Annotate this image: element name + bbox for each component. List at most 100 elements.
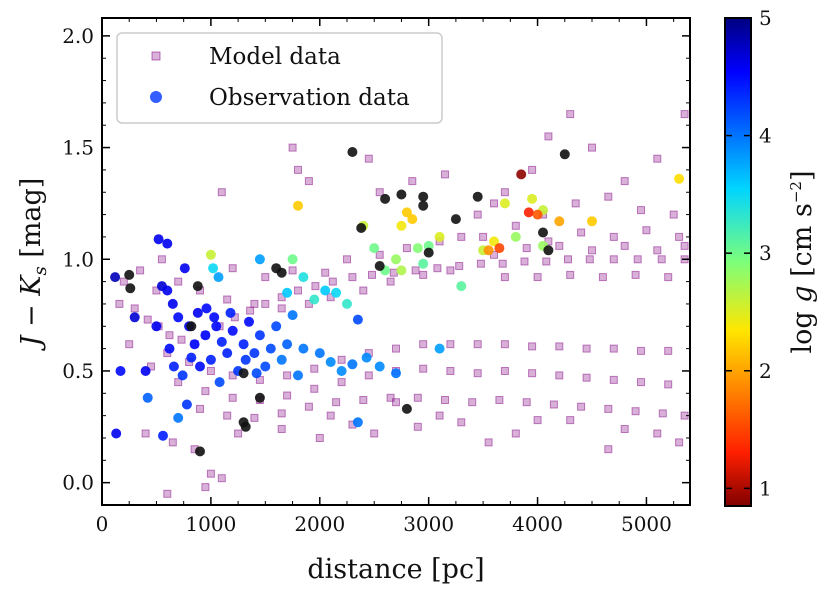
model-point <box>141 429 150 438</box>
observation-point <box>238 339 249 350</box>
model-point <box>620 425 629 433</box>
model-point <box>658 409 667 418</box>
model-point <box>473 369 482 378</box>
model-point <box>201 483 210 492</box>
x-tick-label: 5000 <box>621 512 672 536</box>
observation-point <box>240 354 251 365</box>
model-point <box>441 170 449 179</box>
model-point <box>446 367 455 375</box>
model-point <box>664 380 673 389</box>
model-point <box>174 378 183 387</box>
observation-point <box>260 361 271 372</box>
model-point <box>433 264 442 273</box>
observation-point <box>282 287 293 298</box>
model-point <box>419 270 428 279</box>
model-point <box>490 199 498 208</box>
observation-point-no-logg <box>543 245 554 256</box>
model-point <box>364 154 373 163</box>
observation-point <box>213 272 224 283</box>
model-point <box>163 489 172 498</box>
observation-point-no-logg <box>559 149 570 160</box>
model-point <box>468 398 477 407</box>
observation-point <box>111 428 122 439</box>
observation-point <box>142 392 153 403</box>
observation-point <box>396 265 407 276</box>
model-point <box>321 268 330 277</box>
model-point <box>283 371 292 380</box>
model-point <box>441 396 449 404</box>
model-point <box>582 344 591 353</box>
observation-point <box>276 354 287 365</box>
model-point <box>544 132 553 141</box>
observation-point <box>434 343 445 354</box>
observation-point <box>361 352 372 363</box>
model-point <box>217 188 226 197</box>
model-point <box>566 270 575 279</box>
observation-point <box>331 287 342 298</box>
observation-point <box>456 281 467 292</box>
observation-point <box>209 312 220 323</box>
model-point <box>261 273 270 282</box>
observation-point <box>369 243 380 254</box>
observation-point <box>115 366 126 376</box>
model-point <box>261 299 270 308</box>
model-point <box>223 411 232 420</box>
model-point <box>680 241 689 250</box>
model-point <box>533 416 542 425</box>
model-point <box>609 344 618 353</box>
model-point <box>130 304 139 313</box>
colorbar-title-var: g <box>787 285 818 302</box>
observation-point-no-logg <box>374 261 385 271</box>
observation-point-no-logg <box>356 223 367 233</box>
model-point <box>206 469 215 478</box>
model-point <box>633 255 642 264</box>
model-point <box>168 438 177 447</box>
observation-point <box>347 359 358 370</box>
model-point <box>653 246 662 255</box>
model-point <box>311 282 320 291</box>
observation-point <box>162 285 173 296</box>
colorbar-title-close: ] <box>787 170 818 181</box>
observation-point <box>265 343 276 354</box>
model-point <box>664 273 673 282</box>
model-point <box>564 255 572 264</box>
observation-point <box>325 357 336 367</box>
model-point <box>484 438 493 447</box>
observation-point <box>167 298 178 309</box>
model-point <box>348 273 357 282</box>
observation-point <box>140 366 151 376</box>
model-point <box>542 257 551 266</box>
observation-point <box>110 272 121 283</box>
observation-point-no-logg <box>401 403 412 414</box>
model-point <box>500 188 509 197</box>
model-point <box>473 210 482 219</box>
model-point <box>364 371 373 380</box>
model-point <box>522 244 531 253</box>
observation-point <box>342 298 352 309</box>
observation-point <box>293 200 303 211</box>
observation-point <box>352 417 363 428</box>
observation-point-no-logg <box>423 247 434 258</box>
model-point <box>637 378 645 387</box>
observation-point <box>227 325 238 336</box>
model-point <box>637 346 645 355</box>
observation-point-no-logg <box>396 189 407 200</box>
model-point <box>419 364 428 373</box>
observation-point-no-logg <box>125 283 136 294</box>
colorbar-title-exp: −2 <box>787 181 805 203</box>
model-point <box>370 429 379 438</box>
observation-point <box>271 321 282 332</box>
model-point <box>588 246 596 255</box>
observation-point <box>412 243 423 254</box>
model-point <box>250 299 259 308</box>
observation-point-no-logg <box>418 191 429 202</box>
model-point <box>337 378 346 387</box>
observation-point <box>158 430 168 441</box>
y-axis-title-main: J − K <box>16 274 47 352</box>
colorbar-tick-label: 4 <box>759 124 772 148</box>
y-axis-title-space <box>16 258 47 267</box>
axes: 0 1000 2000 3000 4000 5000 0.0 0.5 1.0 1.5 2.0 <box>62 18 690 536</box>
observation-point <box>201 303 212 314</box>
observation-point-no-logg <box>347 147 358 157</box>
